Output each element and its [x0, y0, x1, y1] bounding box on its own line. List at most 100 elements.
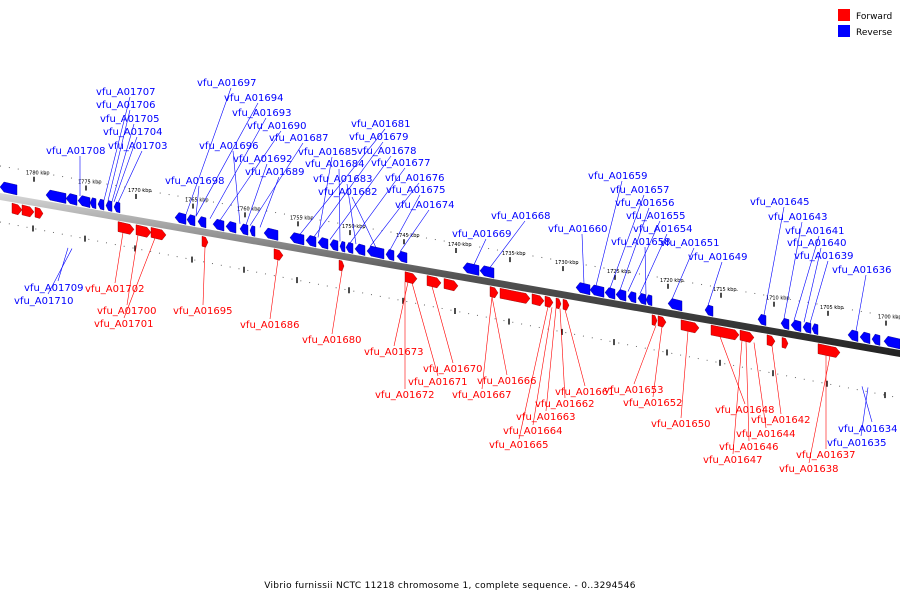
reverse-gene-label[interactable]: vfu_A01692	[233, 154, 292, 165]
forward-gene[interactable]	[555, 297, 562, 310]
reverse-gene-label[interactable]: vfu_A01678	[357, 146, 416, 157]
forward-gene-label[interactable]: vfu_A01670	[423, 364, 482, 375]
reverse-gene[interactable]	[366, 245, 385, 260]
reverse-gene[interactable]	[575, 282, 591, 296]
reverse-gene-label[interactable]: vfu_A01669	[452, 229, 511, 240]
reverse-gene[interactable]	[847, 329, 859, 342]
forward-gene[interactable]	[499, 287, 531, 304]
forward-gene[interactable]	[11, 202, 23, 216]
reverse-gene[interactable]	[113, 201, 121, 214]
reverse-gene[interactable]	[604, 287, 616, 300]
forward-gene[interactable]	[531, 293, 545, 307]
forward-gene[interactable]	[739, 329, 755, 343]
reverse-gene[interactable]	[780, 318, 790, 330]
forward-gene[interactable]	[817, 343, 841, 358]
reverse-gene[interactable]	[345, 242, 354, 254]
forward-gene[interactable]	[273, 248, 284, 261]
forward-gene-label[interactable]: vfu_A01666	[477, 376, 536, 387]
reverse-gene-label[interactable]: vfu_A01651	[660, 238, 719, 249]
forward-gene-label[interactable]: vfu_A01700	[97, 306, 156, 317]
reverse-gene-label[interactable]: vfu_A01660	[548, 224, 607, 235]
forward-gene-label[interactable]: vfu_A01695	[173, 306, 232, 317]
forward-gene-label[interactable]: vfu_A01653	[604, 385, 663, 396]
reverse-gene[interactable]	[329, 239, 339, 252]
forward-gene-label[interactable]: vfu_A01672	[375, 390, 434, 401]
reverse-gene-label[interactable]: vfu_A01682	[318, 187, 377, 198]
reverse-gene[interactable]	[197, 216, 207, 229]
reverse-gene-label[interactable]: vfu_A01658	[611, 237, 670, 248]
reverse-gene-label[interactable]: vfu_A01657	[610, 185, 669, 196]
reverse-gene[interactable]	[667, 298, 683, 312]
forward-gene-label[interactable]: vfu_A01667	[452, 390, 511, 401]
forward-gene[interactable]	[781, 337, 789, 349]
reverse-gene-label[interactable]: vfu_A01708	[46, 146, 105, 157]
forward-gene-label[interactable]: vfu_A01673	[364, 347, 423, 358]
forward-gene-label[interactable]: vfu_A01661	[555, 387, 614, 398]
reverse-gene-label[interactable]: vfu_A01705	[100, 114, 159, 125]
forward-gene-label[interactable]: vfu_A01671	[408, 377, 467, 388]
reverse-gene[interactable]	[385, 249, 395, 261]
reverse-gene[interactable]	[239, 223, 249, 236]
reverse-gene[interactable]	[0, 181, 18, 196]
forward-gene-label[interactable]: vfu_A01702	[85, 284, 144, 295]
reverse-gene-label[interactable]: vfu_A01703	[108, 141, 167, 152]
reverse-gene[interactable]	[249, 225, 256, 237]
reverse-gene-label[interactable]: vfu_A01643	[768, 212, 827, 223]
forward-gene[interactable]	[710, 324, 740, 341]
reverse-gene-label[interactable]: vfu_A01694	[224, 93, 283, 104]
reverse-gene[interactable]	[615, 289, 627, 302]
reverse-gene-label[interactable]: vfu_A01710	[14, 296, 73, 307]
reverse-gene[interactable]	[757, 313, 767, 326]
reverse-gene[interactable]	[225, 221, 237, 234]
forward-gene-label[interactable]: vfu_A01644	[736, 429, 795, 440]
forward-gene[interactable]	[34, 206, 44, 219]
reverse-gene[interactable]	[396, 251, 408, 264]
reverse-gene[interactable]	[65, 193, 78, 206]
forward-gene-label[interactable]: vfu_A01646	[719, 442, 778, 453]
reverse-gene[interactable]	[105, 200, 113, 212]
reverse-gene[interactable]	[289, 232, 305, 246]
forward-gene[interactable]	[562, 298, 570, 311]
forward-gene-label[interactable]: vfu_A01638	[779, 464, 838, 475]
reverse-gene-label[interactable]: vfu_A01687	[269, 133, 328, 144]
reverse-gene[interactable]	[174, 212, 187, 225]
reverse-gene-label[interactable]: vfu_A01681	[351, 119, 410, 130]
reverse-gene-label[interactable]: vfu_A01704	[103, 127, 162, 138]
reverse-gene[interactable]	[354, 243, 366, 256]
reverse-gene-label[interactable]: vfu_A01655	[626, 211, 685, 222]
reverse-gene[interactable]	[317, 237, 329, 250]
reverse-gene-label[interactable]: vfu_A01640	[787, 238, 846, 249]
forward-gene[interactable]	[766, 334, 776, 347]
forward-gene-label[interactable]: vfu_A01663	[516, 412, 575, 423]
forward-gene[interactable]	[150, 227, 167, 241]
reverse-gene[interactable]	[883, 335, 900, 350]
reverse-gene[interactable]	[802, 321, 812, 334]
reverse-gene-label[interactable]: vfu_A01693	[232, 108, 291, 119]
forward-gene[interactable]	[443, 278, 459, 292]
forward-gene-label[interactable]: vfu_A01652	[623, 398, 682, 409]
reverse-gene[interactable]	[305, 235, 317, 248]
forward-gene[interactable]	[489, 286, 499, 299]
reverse-gene-label[interactable]: vfu_A01709	[24, 283, 83, 294]
forward-gene[interactable]	[21, 204, 35, 218]
reverse-gene[interactable]	[645, 294, 653, 307]
reverse-gene-label[interactable]: vfu_A01683	[313, 174, 372, 185]
reverse-gene-label[interactable]: vfu_A01696	[199, 141, 258, 152]
reverse-gene[interactable]	[479, 265, 495, 279]
forward-gene-label[interactable]: vfu_A01664	[503, 426, 562, 437]
forward-gene-label[interactable]: vfu_A01647	[703, 455, 762, 466]
reverse-gene-label[interactable]: vfu_A01656	[615, 198, 674, 209]
reverse-gene-label[interactable]: vfu_A01707	[96, 87, 155, 98]
forward-gene-label[interactable]: vfu_A01686	[240, 320, 299, 331]
forward-gene-label[interactable]: vfu_A01648	[715, 405, 774, 416]
reverse-gene[interactable]	[97, 198, 105, 211]
reverse-gene-label[interactable]: vfu_A01674	[395, 200, 454, 211]
reverse-gene-label[interactable]: vfu_A01685	[298, 147, 357, 158]
forward-gene[interactable]	[680, 319, 700, 334]
forward-gene-label[interactable]: vfu_A01650	[651, 419, 710, 430]
forward-gene-label[interactable]: vfu_A01662	[535, 399, 594, 410]
forward-gene[interactable]	[135, 224, 152, 238]
forward-gene-label[interactable]: vfu_A01680	[302, 335, 361, 346]
forward-gene-label[interactable]: vfu_A01642	[751, 415, 810, 426]
reverse-gene-label[interactable]: vfu_A01677	[371, 158, 430, 169]
